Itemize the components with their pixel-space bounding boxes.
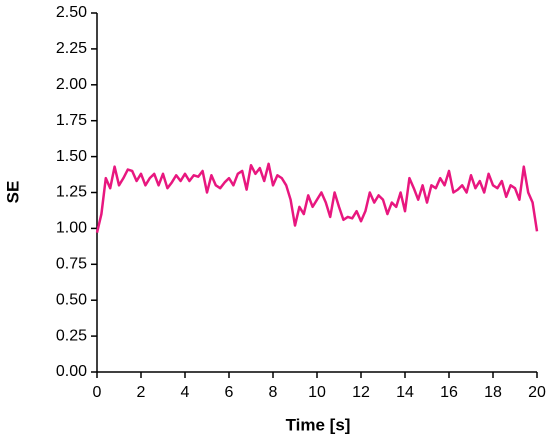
y-tick-label: 0.00 bbox=[56, 363, 87, 380]
y-tick-label: 2.50 bbox=[56, 4, 87, 21]
x-tick-label: 6 bbox=[225, 384, 234, 401]
line-series bbox=[95, 162, 539, 233]
x-tick-label: 16 bbox=[440, 384, 458, 401]
y-tick-label: 1.25 bbox=[56, 184, 87, 201]
y-tick-label: 1.50 bbox=[56, 148, 87, 165]
x-tick-label: 2 bbox=[137, 384, 146, 401]
y-tick-label: 2.00 bbox=[56, 76, 87, 93]
x-tick-label: 18 bbox=[484, 384, 502, 401]
x-tick-label: 8 bbox=[269, 384, 278, 401]
x-tick-label: 0 bbox=[93, 384, 102, 401]
x-tick-label: 14 bbox=[396, 384, 414, 401]
x-tick-label: 4 bbox=[181, 384, 190, 401]
y-tick-label: 1.75 bbox=[56, 112, 87, 129]
y-tick-label: 0.25 bbox=[56, 327, 87, 344]
y-tick-label: 0.50 bbox=[56, 291, 87, 308]
x-tick-label: 12 bbox=[352, 384, 370, 401]
x-axis-label: Time [s] bbox=[286, 415, 351, 434]
x-tick-label: 20 bbox=[528, 384, 546, 401]
y-axis-label: SE bbox=[3, 181, 22, 204]
y-tick-label: 2.25 bbox=[56, 40, 87, 57]
y-tick-label: 1.00 bbox=[56, 220, 87, 237]
x-tick-label: 10 bbox=[308, 384, 326, 401]
y-tick-label: 0.75 bbox=[56, 256, 87, 273]
